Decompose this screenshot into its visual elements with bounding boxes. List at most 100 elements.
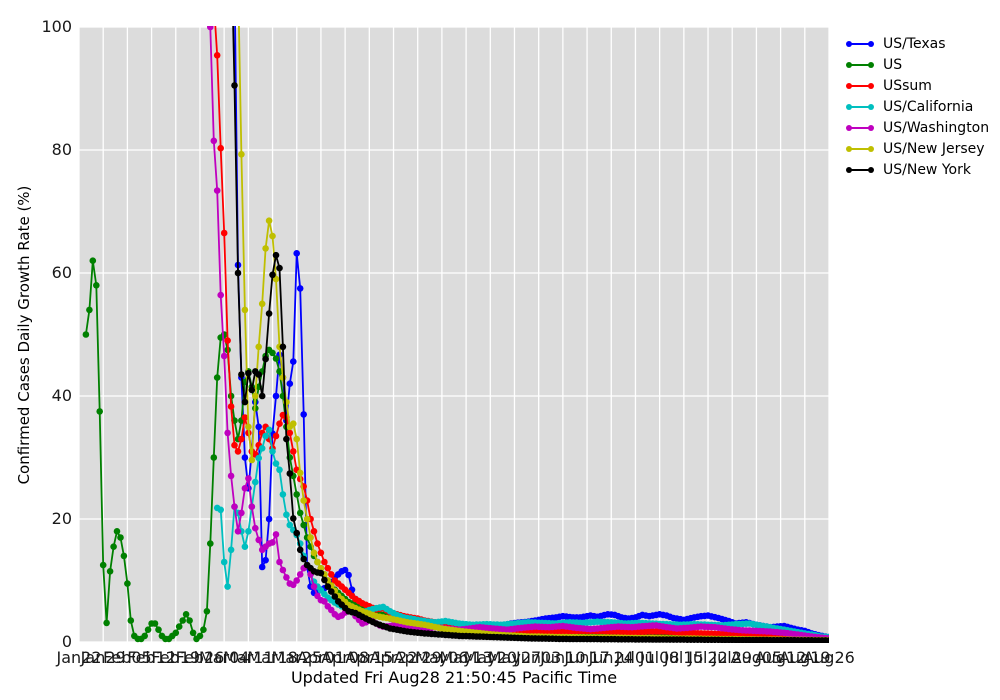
legend-marker-icon: [846, 61, 874, 69]
data-point: [258, 563, 266, 571]
legend-item: US/New Jersey: [846, 138, 989, 159]
data-point: [255, 454, 262, 462]
x-tick-label: Aug26: [803, 648, 855, 667]
legend-marker-icon: [846, 103, 874, 111]
data-point: [272, 251, 280, 259]
data-point: [217, 291, 224, 299]
data-point: [238, 435, 245, 443]
data-point: [248, 456, 256, 464]
legend-item: US: [846, 54, 989, 75]
data-point: [279, 374, 287, 381]
data-point: [113, 528, 121, 535]
data-point: [220, 352, 228, 360]
x-tick-label: Apr08: [321, 648, 370, 667]
data-point: [211, 0, 218, 6]
x-tick-label: Jul08: [639, 648, 680, 667]
data-point: [241, 454, 249, 461]
legend-label: USsum: [883, 77, 932, 94]
x-tick-label: Feb12: [127, 648, 176, 667]
data-point: [296, 469, 304, 477]
legend: US/Texas US USsum US/California US/Washingto…: [846, 33, 989, 180]
data-point: [310, 549, 318, 557]
data-point: [293, 577, 301, 584]
data-point: [220, 229, 228, 237]
data-point: [279, 566, 287, 574]
x-tick-label: Jul01: [615, 648, 656, 667]
x-tick-label: Jul22: [688, 648, 728, 667]
data-point: [303, 515, 311, 523]
data-point: [234, 448, 242, 455]
data-point: [314, 558, 321, 566]
legend-item: US/Texas: [846, 33, 989, 54]
data-point: [248, 386, 256, 394]
data-point: [241, 485, 249, 492]
legend-marker-icon: [846, 82, 874, 90]
data-point: [317, 549, 325, 557]
data-point: [290, 448, 297, 455]
data-point: [124, 580, 131, 587]
data-point: [127, 617, 135, 624]
data-point: [296, 285, 304, 292]
data-point: [262, 245, 269, 252]
y-axis-label: Confirmed Cases Daily Growth Rate (%): [15, 185, 33, 485]
data-point: [283, 435, 290, 443]
data-point: [252, 524, 259, 532]
data-point: [227, 403, 235, 410]
legend-label: US/New Jersey: [883, 140, 985, 157]
data-point: [317, 569, 325, 577]
data-point: [227, 472, 235, 480]
legend-item: US/New York: [846, 159, 989, 180]
data-point: [217, 144, 224, 152]
data-point: [265, 217, 273, 224]
legend-item: USsum: [846, 75, 989, 96]
data-point: [293, 435, 301, 443]
data-point: [234, 528, 242, 535]
series-us-new-york: [231, 26, 829, 643]
data-point: [103, 619, 110, 627]
data-point: [99, 561, 107, 569]
data-point: [172, 629, 180, 637]
series-us-washington: [207, 26, 829, 642]
data-point: [300, 497, 308, 504]
data-point: [269, 232, 276, 240]
data-point: [321, 558, 328, 566]
data-point: [296, 546, 304, 554]
data-point: [296, 571, 304, 578]
data-point: [258, 392, 266, 400]
plot-background: [79, 27, 829, 642]
data-point: [241, 414, 249, 421]
data-point: [231, 82, 238, 89]
data-point: [245, 528, 252, 535]
y-tick-label: 60: [51, 263, 72, 282]
data-point: [279, 491, 287, 498]
data-point: [314, 540, 321, 547]
data-point: [269, 539, 276, 546]
x-tick-label: May20: [463, 648, 517, 667]
x-tick-label: Jun10: [540, 648, 586, 667]
data-point: [258, 300, 266, 308]
legend-marker-icon: [846, 166, 874, 174]
y-tick-label: 100: [41, 17, 72, 36]
x-tick-label: Aug05: [730, 648, 783, 667]
series-layer: [82, 0, 829, 643]
data-point: [272, 392, 280, 400]
data-point: [86, 306, 93, 314]
data-point: [89, 257, 97, 265]
data-point: [272, 531, 280, 538]
data-point: [324, 564, 332, 572]
data-point: [269, 448, 276, 455]
x-tick-label: Apr15: [345, 648, 394, 667]
x-tick-label: Apr22: [369, 648, 418, 667]
data-point: [241, 398, 249, 406]
x-tick-label: Jun24: [588, 648, 634, 667]
x-tick-label: Jul15: [663, 648, 704, 667]
data-point: [272, 432, 280, 440]
data-point: [276, 558, 283, 566]
y-tick-label: 80: [51, 140, 72, 159]
data-point: [276, 420, 283, 428]
x-tick-label: Apr01: [296, 648, 345, 667]
data-point: [144, 626, 152, 633]
data-point: [241, 306, 249, 314]
data-point: [241, 543, 249, 550]
x-tick-label: Mar11: [223, 648, 274, 667]
